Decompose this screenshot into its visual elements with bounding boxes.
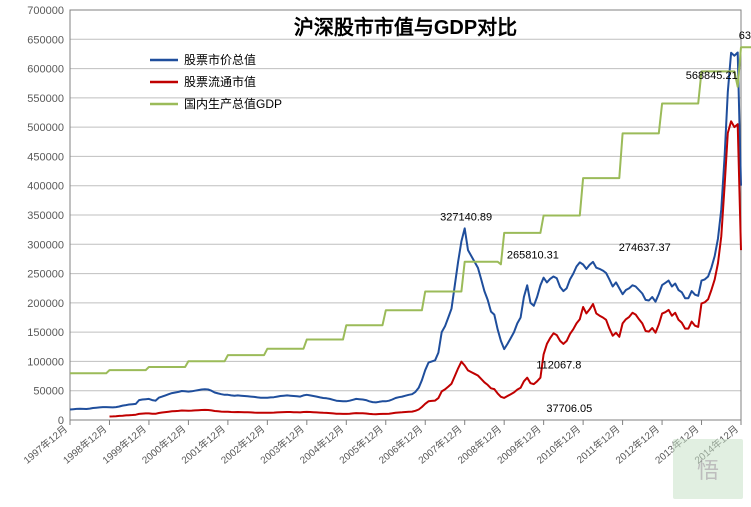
svg-text:250000: 250000 [27,269,64,281]
svg-text:2010年12月: 2010年12月 [534,422,583,466]
data-label: 327140.89 [440,211,492,223]
chart-container: 0500001000001500002000002500003000003500… [0,0,751,507]
svg-text:450000: 450000 [27,151,64,163]
watermark: 悟 [673,439,743,499]
data-label: 274637.37 [619,242,671,254]
series-line [70,47,751,373]
svg-text:300000: 300000 [27,239,64,251]
line-chart: 0500001000001500002000002500003000003500… [0,0,751,507]
data-label: 636462.71 [739,30,751,42]
svg-text:200000: 200000 [27,298,64,310]
svg-text:400000: 400000 [27,181,64,193]
svg-text:150000: 150000 [27,327,64,339]
data-label: 568845.21 [686,70,738,82]
legend-label: 国内生产总值GDP [184,96,282,111]
series-line [70,53,741,410]
svg-text:650000: 650000 [27,34,64,46]
data-label: 37706.05 [546,403,592,415]
data-label: 112067.8 [536,359,581,371]
chart-title: 沪深股市市值与GDP对比 [294,15,517,39]
svg-text:550000: 550000 [27,93,64,105]
svg-text:50000: 50000 [33,386,64,398]
svg-text:500000: 500000 [27,122,64,134]
legend-label: 股票市价总值 [184,52,256,67]
svg-text:600000: 600000 [27,64,64,76]
legend-label: 股票流通市值 [184,74,256,89]
svg-text:700000: 700000 [27,5,64,17]
data-label: 265810.31 [507,249,559,261]
svg-text:350000: 350000 [27,210,64,222]
svg-text:100000: 100000 [27,356,64,368]
